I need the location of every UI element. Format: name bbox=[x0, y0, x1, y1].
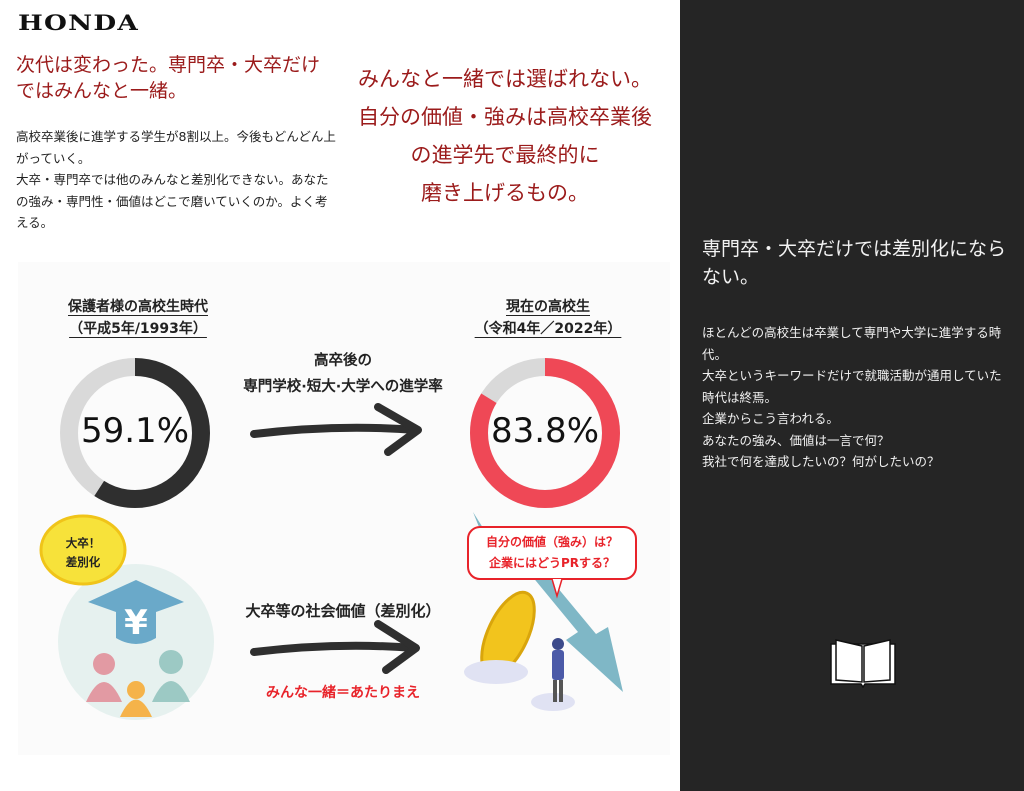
past-donut-arc bbox=[60, 358, 210, 508]
infographic-graphics: ¥ bbox=[39, 358, 637, 720]
past-label: 保護者様の高校生時代 （平成5年/1993年） bbox=[68, 299, 208, 337]
now-label: 現在の高校生 （令和4年／2022年） bbox=[474, 299, 622, 337]
right-bubble-text: 自分の価値（強み）は？ 企業にはどうPRする？ bbox=[485, 535, 618, 570]
honda-logo: HONDA bbox=[18, 10, 140, 35]
graduates-illustration: ¥ bbox=[58, 564, 214, 720]
rate-label: 高卒後の 専門学校·短大·大学への進学率 bbox=[243, 353, 443, 395]
left-bubble-text: 大卒！ 差別化 bbox=[65, 536, 101, 569]
center-headline: みんなと一緒では選ばれない。 自分の価値・強みは高校卒業後 の進学先で最終的に … bbox=[358, 67, 652, 205]
left-body: 高校卒業後に進学する学生が8割以上。今後もどんどん上がっていく。 大卒・専門卒で… bbox=[16, 129, 336, 230]
svg-text:¥: ¥ bbox=[124, 603, 148, 643]
right-body: ほとんどの高校生は卒業して専門や大学に進学する時代。 大卒というキーワードだけで… bbox=[702, 325, 1002, 469]
left-headline: 次代は変わった。専門卒・大卒だけではみんなと一緒。 bbox=[16, 54, 321, 102]
left-speech-bubble bbox=[39, 514, 127, 586]
arrow-icon bbox=[250, 620, 420, 674]
social-value-label: 大卒等の社会価値（差別化） bbox=[245, 602, 441, 620]
arrow-icon bbox=[250, 403, 422, 456]
everyone-same-label: みんな一緒＝あたりまえ bbox=[266, 685, 420, 701]
now-donut-arc bbox=[470, 358, 620, 508]
right-panel: 専門卒・大卒だけでは差別化にならない。 ほとんどの高校生は卒業して専門や大学に進… bbox=[680, 0, 1024, 791]
right-headline: 専門卒・大卒だけでは差別化にならない。 bbox=[702, 238, 1007, 288]
past-rate-value: 59.1% bbox=[80, 411, 189, 451]
falling-coin-illustration bbox=[464, 512, 623, 711]
book-icon bbox=[830, 639, 896, 688]
infographic: 保護者様の高校生時代 （平成5年/1993年） 現在の高校生 （令和4年／202… bbox=[18, 262, 670, 755]
now-rate-value: 83.8% bbox=[490, 411, 599, 451]
